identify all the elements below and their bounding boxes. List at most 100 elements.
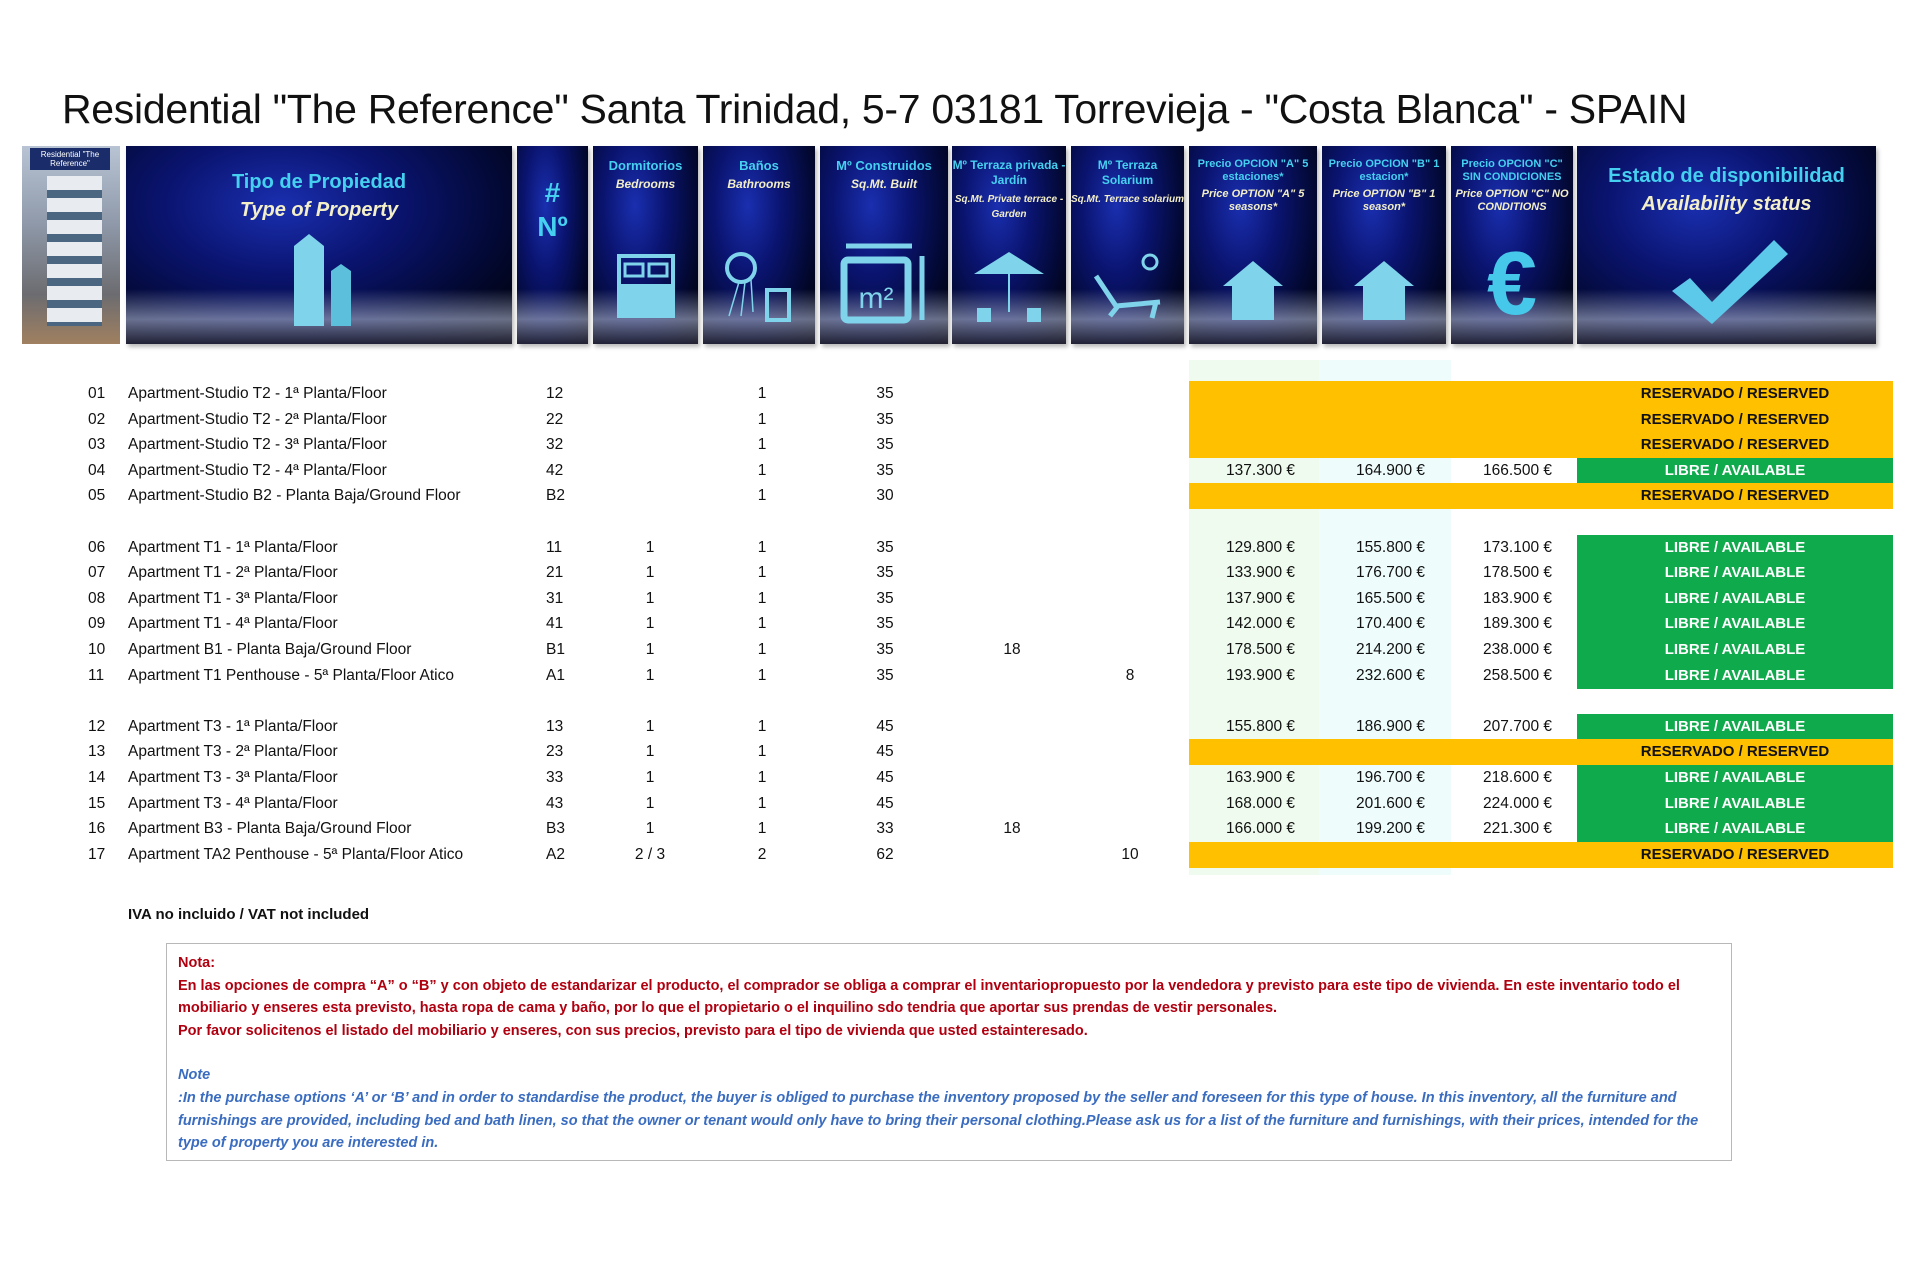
cell-name: Apartment T1 - 4ª Planta/Floor: [128, 615, 338, 633]
header-bedrooms-es: Dormitorios: [608, 158, 683, 173]
table-row[interactable]: 08 Apartment T1 - 3ª Planta/Floor 31 1 1 35 13…: [0, 586, 1920, 612]
header-number-en: Nº: [537, 211, 568, 242]
cell-b: 164.900 €: [1356, 461, 1425, 479]
cell-c: 224.000 €: [1483, 794, 1552, 812]
cell-bed: 1: [645, 538, 655, 556]
header-option-b: Precio OPCION "B" 1 estacion* Price OPTIO…: [1322, 146, 1446, 344]
cell-unit: 41: [546, 615, 564, 633]
header-option-a-en: Price OPTION "A" 5 seasons*: [1201, 188, 1305, 213]
cell-b: 165.500 €: [1356, 589, 1425, 607]
cell-c: 189.300 €: [1483, 615, 1552, 633]
cell-bed: 1: [645, 615, 655, 633]
building-image: [47, 176, 102, 326]
cell-b: 232.600 €: [1356, 666, 1425, 684]
cell-status: LIBRE / AVAILABLE: [1664, 538, 1806, 556]
sunbed-icon: [1093, 253, 1160, 319]
table-row[interactable]: 01 Apartment-Studio T2 - 1ª Planta/Floor 1…: [0, 381, 1920, 407]
cell-bed: 1: [645, 769, 655, 786]
table-row[interactable]: 06 Apartment T1 - 1ª Planta/Floor 11 1 1 35 12…: [0, 535, 1920, 561]
cell-status: RESERVADO / RESERVED: [1640, 410, 1830, 428]
cell-num: 11: [88, 666, 105, 684]
cell-a: 178.500 €: [1226, 641, 1295, 658]
header-option-b-en: Price OPTION "B" 1 season*: [1332, 188, 1436, 213]
table-row[interactable]: 13 Apartment T3 - 2ª Planta/Floor 23 1 1 45 RE…: [0, 739, 1920, 765]
header-type: Tipo de Propiedad Type of Property: [126, 146, 512, 344]
table-row[interactable]: 12 Apartment T3 - 1ª Planta/Floor 13 1 1 45 15…: [0, 714, 1920, 740]
cell-m2: 35: [876, 615, 894, 633]
cell-name: Apartment T1 Penthouse - 5ª Planta/Floor…: [128, 666, 454, 684]
cell-num: 13: [88, 743, 106, 761]
cell-unit: A1: [546, 666, 565, 684]
header-status-es: Estado de disponibilidad: [1608, 165, 1845, 187]
cell-m2: 45: [876, 794, 894, 812]
cell-name: Apartment-Studio B2 - Planta Baja/Ground…: [128, 487, 461, 505]
header-option-a: Precio OPCION "A" 5 estaciones* Price OPT…: [1189, 146, 1317, 344]
buildings-icon: [294, 234, 351, 326]
table-row[interactable]: 04 Apartment-Studio T2 - 4ª Planta/Floor 4…: [0, 458, 1920, 484]
available-band: [1577, 637, 1893, 663]
cell-unit: 12: [546, 385, 564, 402]
cell-bath: 1: [757, 564, 767, 582]
cell-unit: 13: [546, 717, 564, 735]
cell-a: 142.000 €: [1226, 615, 1295, 633]
cell-status: LIBRE / AVAILABLE: [1664, 589, 1806, 607]
cell-num: 03: [88, 436, 106, 454]
cell-m2: 35: [876, 589, 894, 607]
header-solarium-es: Mº Terraza Solarium: [1097, 158, 1158, 187]
cell-a: 155.800 €: [1226, 717, 1295, 735]
cell-name: Apartment T3 - 4ª Planta/Floor: [128, 794, 338, 812]
table-row[interactable]: 16 Apartment B3 - Planta Baja/Ground Floo…: [0, 816, 1920, 842]
header-option-c-es: Precio OPCION "C" SIN CONDICIONES: [1461, 158, 1563, 183]
header-terrace: Mº Terraza privada - Jardín Sq.Mt. Privat…: [952, 146, 1066, 344]
cell-unit: B2: [546, 487, 565, 505]
cell-name: Apartment-Studio T2 - 3ª Planta/Floor: [128, 436, 387, 454]
cell-status: LIBRE / AVAILABLE: [1664, 461, 1806, 479]
m2-icon: m²: [840, 243, 925, 324]
cell-b: 201.600 €: [1356, 794, 1425, 812]
table-row[interactable]: 11 Apartment T1 Penthouse - 5ª Planta/Flo…: [0, 663, 1920, 689]
table-row[interactable]: 07 Apartment T1 - 2ª Planta/Floor 21 1 1 35 13…: [0, 560, 1920, 586]
table-row[interactable]: 17 Apartment TA2 Penthouse - 5ª Planta/Fl…: [0, 842, 1920, 868]
header-option-c-en: Price OPTION "C" NO CONDITIONS: [1455, 188, 1569, 213]
table-row[interactable]: 09 Apartment T1 - 4ª Planta/Floor 41 1 1 35 14…: [0, 611, 1920, 637]
cell-c: 258.500 €: [1483, 666, 1552, 684]
cell-bed: 1: [645, 743, 655, 761]
available-band: [1577, 816, 1893, 843]
cell-m2: 30: [876, 487, 894, 505]
header-option-c: Precio OPCION "C" SIN CONDICIONES Price O…: [1451, 146, 1573, 344]
table-row[interactable]: 02 Apartment-Studio T2 - 2ª Planta/Floor 2…: [0, 407, 1920, 433]
cell-name: Apartment T1 - 3ª Planta/Floor: [128, 589, 338, 607]
cell-m2: 35: [876, 436, 894, 454]
table-row[interactable]: 05 Apartment-Studio B2 - Planta Baja/Grou…: [0, 483, 1920, 509]
cell-solarium: 8: [1125, 666, 1135, 684]
cell-solarium: 10: [1121, 845, 1139, 863]
note-en-title: Note: [178, 1067, 211, 1084]
cell-unit: 31: [546, 589, 564, 607]
cell-c: 218.600 €: [1483, 769, 1552, 786]
cell-name: Apartment-Studio T2 - 1ª Planta/Floor: [128, 385, 387, 402]
note-es-line: En las opciones de compra “A” o “B” y co…: [178, 977, 1680, 1017]
cell-status: LIBRE / AVAILABLE: [1664, 666, 1806, 684]
cell-num: 08: [88, 589, 106, 607]
reserved-band: [1189, 432, 1893, 459]
cell-b: 196.700 €: [1356, 769, 1425, 786]
header-bathrooms: Baños Bathrooms: [703, 146, 815, 344]
cell-m2: 45: [876, 717, 894, 735]
cell-c: 173.100 €: [1483, 538, 1552, 556]
cell-c: 166.500 €: [1483, 461, 1552, 479]
header-built-en: Sq.Mt. Built: [851, 177, 917, 191]
cell-bath: 1: [757, 743, 767, 761]
cell-unit: 43: [546, 794, 564, 812]
table-row[interactable]: 14 Apartment T3 - 3ª Planta/Floor 33 1 1 45 16…: [0, 765, 1920, 791]
available-band: [1577, 585, 1893, 612]
cell-c: 178.500 €: [1483, 564, 1552, 582]
table-row[interactable]: 03 Apartment-Studio T2 - 3ª Planta/Floor 3…: [0, 432, 1920, 458]
cell-name: Apartment-Studio T2 - 4ª Planta/Floor: [128, 461, 387, 479]
table-row[interactable]: 10 Apartment B1 - Planta Baja/Ground Floo…: [0, 637, 1920, 663]
cell-num: 16: [88, 820, 106, 838]
table-row[interactable]: 15 Apartment T3 - 4ª Planta/Floor 43 1 1 45 16…: [0, 791, 1920, 817]
page-title: Residential "The Reference" Santa Trinid…: [62, 86, 1688, 132]
house-icon: [1354, 261, 1414, 320]
shower-icon: [725, 252, 791, 322]
cell-m2: 62: [876, 845, 894, 863]
